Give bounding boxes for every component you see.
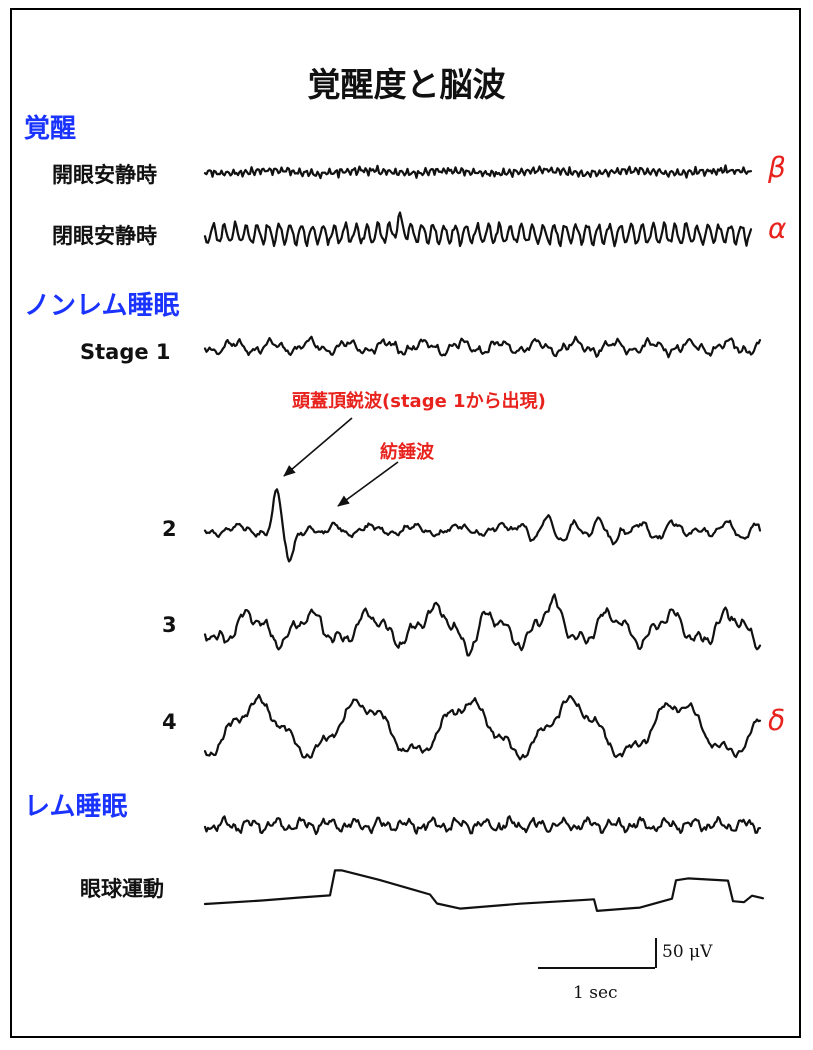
figure-frame — [10, 8, 801, 1038]
label-eye-movement: 眼球運動 — [80, 877, 164, 901]
annotation-vertex-wave: 頭蓋頂鋭波(stage 1から出現) — [292, 391, 546, 412]
section-awake: 覚醒 — [24, 114, 77, 144]
wave-delta: δ — [768, 704, 786, 737]
trace-rem-eeg — [203, 815, 762, 836]
figure-title: 覚醒度と脳波 — [307, 65, 506, 104]
trace-stage2 — [203, 488, 762, 563]
trace-eyes-open-beta — [203, 164, 753, 180]
section-nrem: ノンレム睡眠 — [24, 291, 180, 321]
wave-alpha: α — [768, 212, 787, 245]
label-eyes-open: 開眼安静時 — [52, 163, 157, 187]
trace-stage3 — [203, 593, 762, 657]
trace-stage1 — [203, 335, 762, 359]
label-stage2: 2 — [162, 517, 177, 541]
scale-amplitude-label: 50 μV — [662, 942, 713, 962]
trace-eye-movement — [203, 869, 765, 912]
label-stage4: 4 — [162, 710, 177, 734]
arrow-vertex-wave — [283, 417, 353, 477]
trace-eyes-closed-alpha — [203, 211, 753, 248]
section-rem: レム睡眠 — [24, 792, 128, 822]
annotation-spindle: 紡錘波 — [380, 442, 434, 463]
arrow-spindle — [337, 461, 399, 507]
scale-time-label: 1 sec — [573, 983, 618, 1003]
trace-stage4 — [203, 693, 762, 761]
wave-beta: β — [768, 151, 786, 184]
label-stage1: Stage 1 — [80, 340, 171, 364]
label-stage3: 3 — [162, 613, 177, 637]
label-eyes-closed: 閉眼安静時 — [52, 224, 157, 248]
